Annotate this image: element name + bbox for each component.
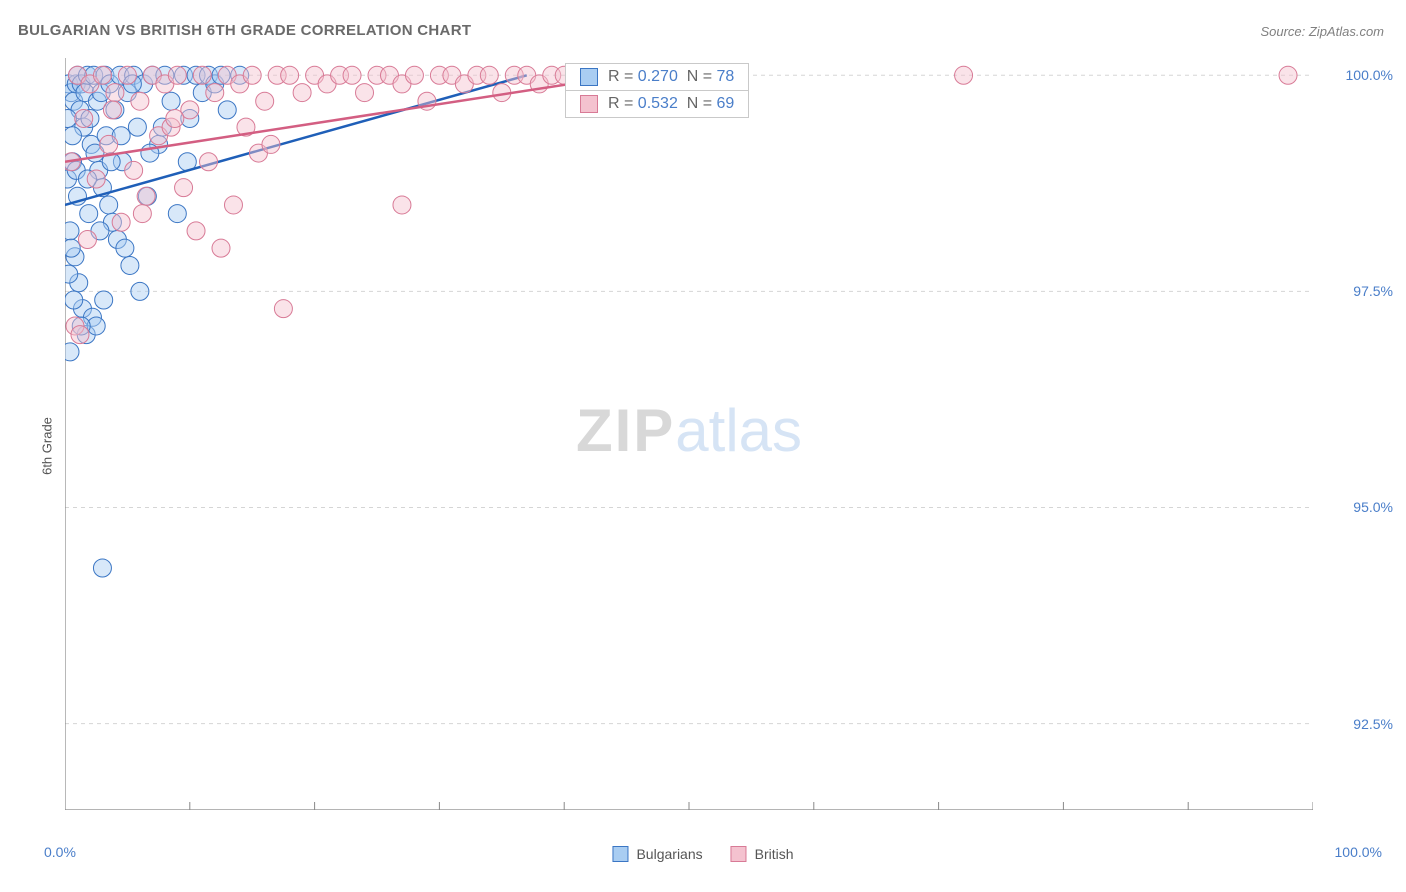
chart-area: ZIPatlas R = 0.270 N = 78R = 0.532 N = 6… <box>65 58 1313 810</box>
y-tick-label: 92.5% <box>1353 716 1393 732</box>
bottom-legend-item: British <box>731 846 794 862</box>
x-tick-max: 100.0% <box>1335 844 1382 860</box>
legend-label: Bulgarians <box>636 846 702 862</box>
legend-swatch <box>731 846 747 862</box>
stats-legend-row: R = 0.270 N = 78 <box>566 64 748 90</box>
stats-legend-row: R = 0.532 N = 69 <box>566 90 748 117</box>
stats-legend: R = 0.270 N = 78 R = 0.532 N = 69 <box>565 63 749 118</box>
bottom-legend-item: Bulgarians <box>612 846 702 862</box>
y-tick-label: 97.5% <box>1353 283 1393 299</box>
bottom-legend: Bulgarians British <box>612 846 793 862</box>
legend-swatch <box>580 95 598 113</box>
y-tick-label: 95.0% <box>1353 499 1393 515</box>
chart-source: Source: ZipAtlas.com <box>1260 24 1384 39</box>
legend-swatch <box>612 846 628 862</box>
chart-title: BULGARIAN VS BRITISH 6TH GRADE CORRELATI… <box>18 22 471 39</box>
y-tick-label: 100.0% <box>1346 67 1393 83</box>
legend-label: British <box>755 846 794 862</box>
stats-legend-text: R = 0.532 N = 69 <box>608 95 734 113</box>
stats-legend-text: R = 0.270 N = 78 <box>608 68 734 86</box>
legend-swatch <box>580 68 598 86</box>
y-axis-label: 6th Grade <box>39 417 54 475</box>
x-tick-min: 0.0% <box>44 844 76 860</box>
scatter-plot <box>65 58 1313 810</box>
